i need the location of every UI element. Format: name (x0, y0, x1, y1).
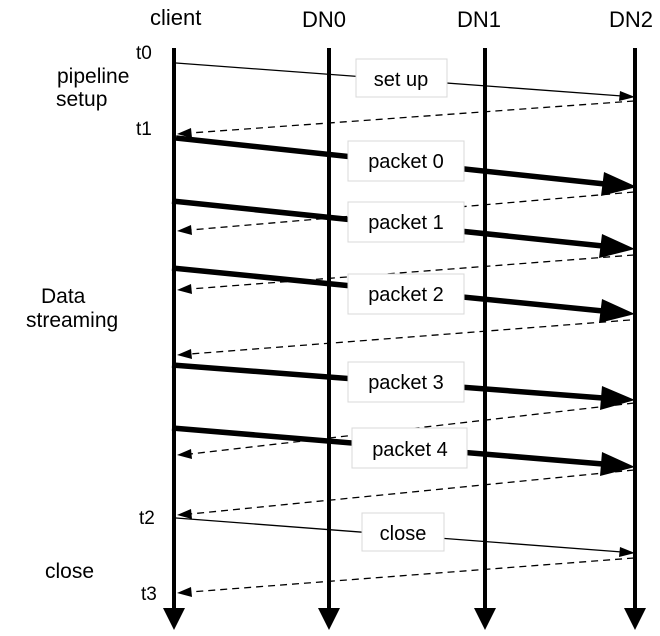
phase-label-streaming: streaming (26, 309, 118, 332)
message-box-packet-2: packet 2 (347, 273, 465, 315)
participant-dn0: DN0 (302, 7, 346, 32)
phase-label-pipeline: pipeline (57, 65, 129, 88)
phase-label-data: Data (41, 285, 86, 308)
ack-setup (177, 100, 635, 138)
participant-dn2: DN2 (609, 7, 653, 32)
message-label-packet-0: packet 0 (368, 151, 444, 173)
ack-packet-2 (177, 319, 631, 359)
message-box-close: close (361, 512, 445, 552)
message-box-packet-0: packet 0 (347, 140, 465, 182)
lifeline-dn2 (624, 48, 646, 630)
message-label-packet-4: packet 4 (372, 439, 448, 461)
message-label-packet-1: packet 1 (368, 212, 444, 234)
message-label-setup: set up (374, 69, 428, 91)
message-box-packet-3: packet 3 (347, 361, 465, 403)
lifeline-client (163, 48, 185, 630)
time-label-t1: t1 (136, 119, 152, 140)
ack-packet-3 (177, 402, 635, 459)
participant-dn1: DN1 (457, 7, 501, 32)
ack-packet-4 (177, 469, 635, 519)
participant-client: client (150, 5, 201, 30)
phase-label-setup: setup (56, 88, 107, 111)
message-label-packet-2: packet 2 (368, 284, 444, 306)
time-label-t0: t0 (136, 43, 152, 64)
message-label-close: close (380, 523, 427, 545)
message-label-packet-3: packet 3 (368, 372, 444, 394)
ack-close (177, 557, 635, 597)
phase-label-close: close (45, 560, 94, 583)
lifeline-dn1 (474, 48, 496, 630)
lifeline-dn0 (318, 48, 340, 630)
message-box-packet-4: packet 4 (351, 427, 468, 469)
message-box-packet-1: packet 1 (347, 201, 465, 243)
time-label-t2: t2 (139, 508, 155, 529)
time-label-t3: t3 (141, 584, 157, 605)
ack-packet-1 (177, 254, 635, 294)
message-box-setup: set up (355, 58, 448, 98)
